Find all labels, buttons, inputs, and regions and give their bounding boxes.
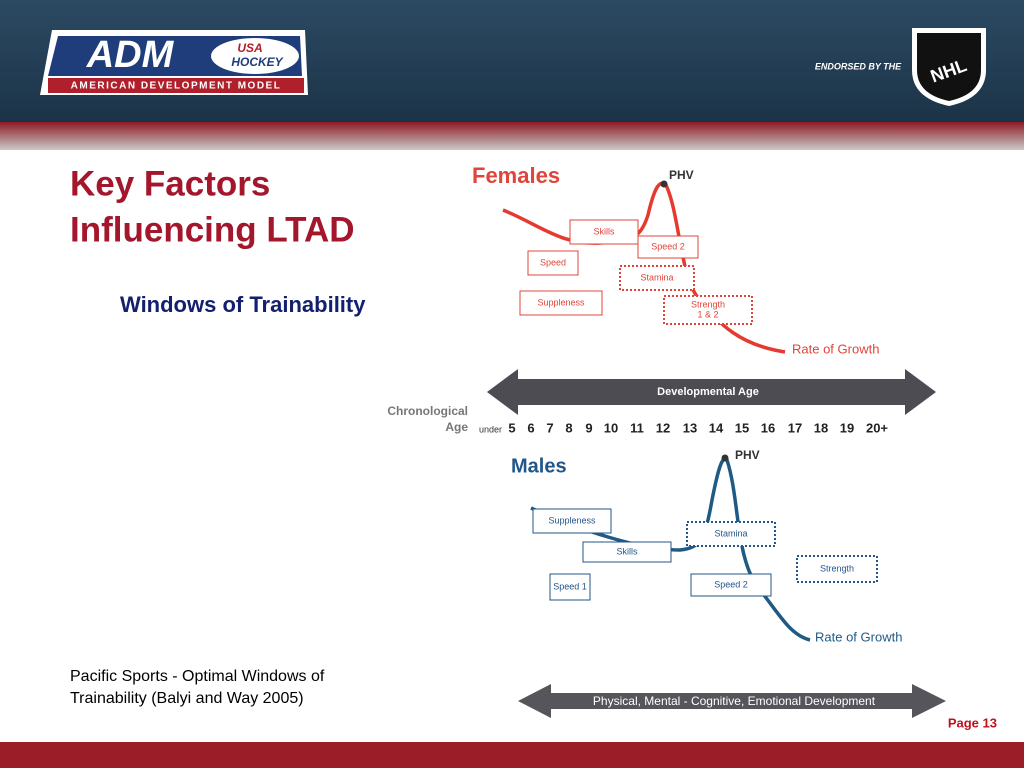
window-label: Speed 2 bbox=[651, 241, 685, 251]
age-label: 13 bbox=[683, 420, 697, 435]
window-box bbox=[686, 521, 776, 547]
window-box bbox=[663, 295, 753, 325]
age-label: 10 bbox=[604, 420, 618, 435]
age-label: 7 bbox=[546, 420, 553, 435]
male-phv-dot bbox=[721, 454, 729, 462]
female-phv: PHV bbox=[669, 168, 694, 182]
logo-subtitle: AMERICAN DEVELOPMENT MODEL bbox=[71, 81, 282, 92]
developmental-arrow bbox=[487, 369, 936, 415]
age-label: 11 bbox=[630, 420, 644, 435]
window-label: Suppleness bbox=[548, 515, 596, 525]
age-label: 17 bbox=[788, 420, 802, 435]
window-box bbox=[690, 573, 772, 597]
window-box bbox=[637, 235, 699, 259]
female-boxes: Skills Speed 2 Speed Stamina Suppleness Stren… bbox=[519, 219, 753, 325]
window-label: Strength bbox=[820, 563, 854, 573]
window-box bbox=[532, 508, 612, 534]
female-phv-dot bbox=[660, 180, 668, 188]
caption-line: Pacific Sports - Optimal Windows of bbox=[70, 668, 325, 685]
development-label: Physical, Mental - Cognitive, Emotional … bbox=[593, 694, 876, 708]
window-label: Speed 2 bbox=[714, 579, 748, 589]
window-box bbox=[527, 250, 579, 276]
badge-top: USA bbox=[237, 41, 262, 55]
females-label: Females bbox=[472, 163, 560, 188]
age-label: 18 bbox=[814, 420, 828, 435]
development-arrow bbox=[518, 684, 946, 718]
window-label: Stamina bbox=[714, 528, 747, 538]
males-label: Males bbox=[511, 455, 567, 477]
window-box bbox=[796, 555, 878, 583]
endorsement: ENDORSED BY THE bbox=[815, 61, 902, 71]
male-phv: PHV bbox=[735, 448, 760, 462]
age-label: 12 bbox=[656, 420, 670, 435]
age-label: 14 bbox=[709, 420, 724, 435]
badge-bottom: HOCKEY bbox=[231, 55, 283, 69]
age-label: 16 bbox=[761, 420, 775, 435]
logo-strip bbox=[48, 78, 304, 93]
male-boxes: Suppleness Stamina Skills Strength Speed 1 Sp… bbox=[532, 508, 878, 601]
age-label: 6 bbox=[527, 420, 534, 435]
window-box bbox=[619, 265, 695, 291]
caption-line: Trainability (Balyi and Way 2005) bbox=[70, 690, 304, 707]
window-label: Skills bbox=[593, 226, 615, 236]
age-label: 15 bbox=[735, 420, 749, 435]
age-label: 5 bbox=[508, 420, 515, 435]
chronological-label: Age bbox=[445, 420, 468, 434]
window-box bbox=[549, 573, 591, 601]
age-label: 20+ bbox=[866, 420, 888, 435]
chronological-label: Chronological bbox=[387, 404, 468, 418]
window-label: Speed 1 bbox=[553, 581, 587, 591]
subtitle: Windows of Trainability bbox=[120, 292, 366, 317]
footer-stripe bbox=[0, 742, 1024, 768]
window-label: Speed bbox=[540, 257, 566, 267]
header-stripe bbox=[0, 122, 1024, 150]
developmental-label: Developmental Age bbox=[657, 386, 759, 398]
logo-badge bbox=[211, 38, 299, 74]
page-number: Page 13 bbox=[948, 715, 997, 730]
window-label: 1 & 2 bbox=[697, 309, 718, 319]
age-scale: 5 6 7 8 9 10 11 12 13 14 15 16 17 18 19 20+ bbox=[508, 420, 888, 435]
age-label: 9 bbox=[585, 420, 592, 435]
age-label: 19 bbox=[840, 420, 854, 435]
logo-text: ADM bbox=[86, 34, 175, 76]
window-label: Skills bbox=[616, 546, 638, 556]
window-label: Strength bbox=[691, 299, 725, 309]
female-curve-label: Rate of Growth bbox=[792, 341, 879, 356]
window-box bbox=[582, 541, 672, 563]
under-label: under bbox=[479, 424, 502, 434]
title-line: Key Factors bbox=[70, 164, 270, 203]
window-box bbox=[569, 219, 639, 245]
nhl-shield bbox=[917, 33, 981, 101]
window-label: Suppleness bbox=[537, 297, 585, 307]
title-line: Influencing LTAD bbox=[70, 210, 355, 249]
age-label: 8 bbox=[565, 420, 572, 435]
window-box bbox=[519, 290, 603, 316]
male-curve-label: Rate of Growth bbox=[815, 629, 902, 644]
window-label: Stamina bbox=[640, 272, 673, 282]
